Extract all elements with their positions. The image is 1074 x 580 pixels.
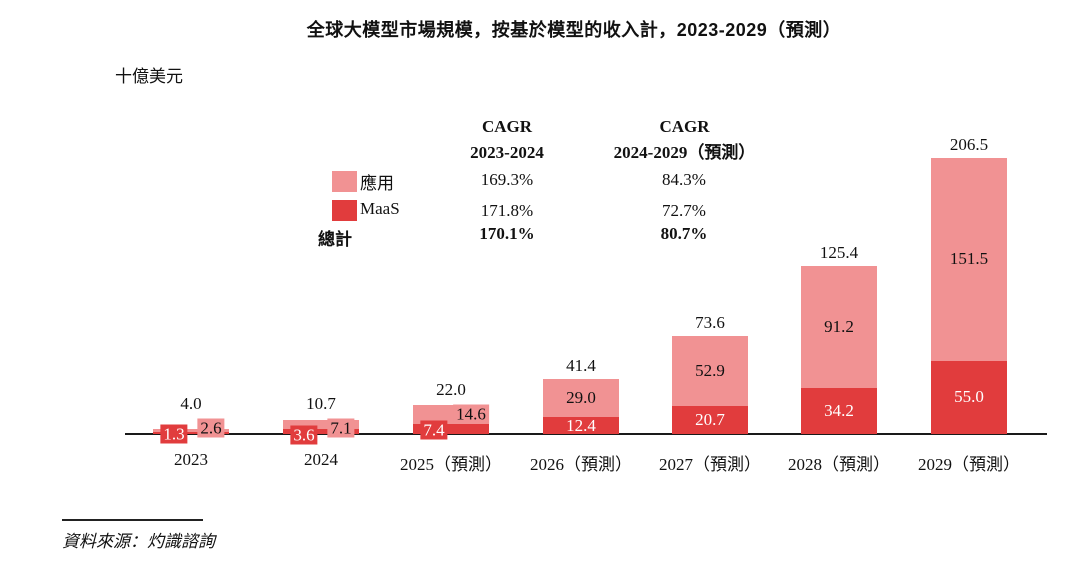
y-axis-unit-label: 十億美元: [115, 67, 183, 86]
label-maas: 34.2: [824, 401, 854, 421]
cagr-total-col1: 170.1%: [479, 224, 535, 243]
cagr-maas-col2: 72.7%: [662, 201, 706, 220]
x-axis-label: 2025（預測）: [400, 455, 502, 474]
legend-label-app: 應用: [360, 174, 394, 193]
label-app: 14.6: [453, 404, 489, 424]
label-app: 29.0: [566, 388, 596, 408]
label-total: 73.6: [695, 312, 725, 332]
cagr-col1-line1: CAGR: [481, 117, 533, 136]
cagr-col2-line1: CAGR: [659, 117, 710, 136]
label-app: 2.6: [197, 418, 225, 438]
legend-label-total: 總計: [318, 230, 352, 249]
bar-segment-app: [283, 419, 359, 430]
legend-label-maas: MaaS: [360, 199, 400, 218]
label-maas: 12.4: [566, 415, 596, 435]
cagr-total-col2: 80.7%: [660, 224, 708, 243]
label-maas: 3.6: [290, 425, 318, 445]
label-app: 91.2: [824, 317, 854, 337]
cagr-col1-line2: 2023-2024: [470, 143, 544, 162]
bar-segment-maas: [801, 388, 877, 434]
source-divider: [62, 519, 203, 521]
label-maas: 55.0: [954, 387, 984, 407]
label-app: 151.5: [949, 249, 989, 269]
x-axis-label: 2024: [304, 450, 338, 469]
label-app: 7.1: [327, 418, 355, 438]
label-total: 125.4: [819, 243, 859, 263]
bar-segment-maas: [931, 360, 1007, 434]
cagr-column2-header: CAGR 2024-2029（預測）: [592, 114, 777, 166]
label-maas: 7.4: [420, 420, 448, 440]
cagr-maas-col1: 171.8%: [480, 201, 534, 220]
bar-segment-app: [153, 428, 229, 433]
cagr-col2-line2: 2024-2029（預測）: [613, 143, 756, 162]
cagr-app-col2: 84.3%: [662, 170, 706, 189]
label-total: 206.5: [949, 135, 989, 155]
bar-segment-app: [672, 335, 748, 407]
source-note: 資料來源：灼識諮詢: [62, 532, 215, 551]
cagr-app-col1: 169.3%: [480, 170, 534, 189]
bar-segment-app: [931, 158, 1007, 361]
legend-swatch-maas: [332, 200, 357, 221]
x-axis-label: 2027（預測）: [659, 455, 761, 474]
x-axis-label: 2029（預測）: [918, 455, 1020, 474]
bar-segment-maas: [153, 432, 229, 434]
bar-segment-maas: [413, 424, 489, 434]
legend-swatch-app: [332, 171, 357, 192]
bar-segment-maas: [283, 429, 359, 434]
x-axis-label: 2023: [174, 450, 208, 469]
label-total: 41.4: [566, 355, 596, 375]
bar-segment-app: [801, 266, 877, 389]
bar-segment-app: [543, 378, 619, 418]
label-maas: 20.7: [695, 410, 725, 430]
label-total: 22.0: [436, 380, 466, 399]
label-total: 4.0: [180, 394, 202, 413]
chart-title: 全球大模型市場規模，按基於模型的收入計，2023-2029（預測）: [306, 20, 842, 40]
cagr-column1-header: CAGR 2023-2024: [447, 114, 567, 166]
bar-segment-maas: [543, 417, 619, 434]
label-app: 52.9: [695, 361, 725, 380]
label-maas: 1.3: [160, 424, 188, 444]
x-axis-label: 2026（預測）: [530, 455, 632, 474]
label-total: 10.7: [306, 394, 336, 413]
x-axis-label: 2028（預測）: [788, 455, 890, 474]
bar-segment-maas: [672, 406, 748, 434]
